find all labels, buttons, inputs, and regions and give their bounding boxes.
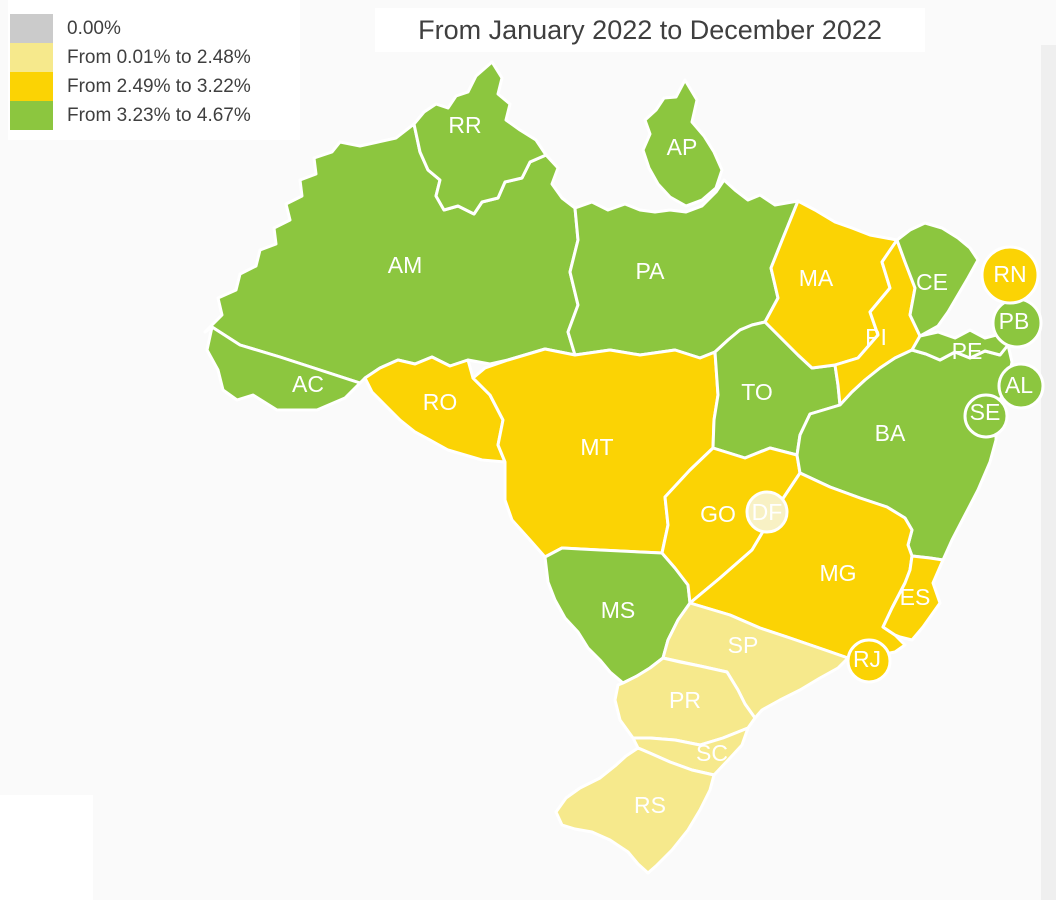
state-RJ[interactable] <box>846 638 892 684</box>
state-label-PB: PB <box>999 308 1030 334</box>
state-label-CE: CE <box>916 269 948 295</box>
legend: 0.00% From 0.01% to 2.48% From 2.49% to 3.… <box>8 0 300 140</box>
state-RR[interactable] <box>412 60 548 216</box>
state-RN[interactable] <box>980 245 1040 305</box>
state-CE[interactable] <box>895 221 980 338</box>
legend-row: 0.00% <box>10 14 300 43</box>
state-label-BA: BA <box>875 420 906 446</box>
state-label-AC: AC <box>292 371 324 397</box>
state-label-AP: AP <box>667 134 698 160</box>
right-edge-strip <box>1041 45 1056 900</box>
state-ES[interactable] <box>881 554 945 642</box>
legend-swatch <box>10 101 53 130</box>
state-RS[interactable] <box>554 746 716 875</box>
legend-swatch <box>10 14 53 43</box>
state-AL[interactable] <box>997 362 1045 410</box>
legend-row: From 3.23% to 4.67% <box>10 101 300 130</box>
legend-label: From 0.01% to 2.48% <box>67 47 251 68</box>
background-corner-box <box>0 795 93 900</box>
legend-label: From 3.23% to 4.67% <box>67 105 251 126</box>
state-label-GO: GO <box>700 501 736 527</box>
state-label-RO: RO <box>423 389 458 415</box>
state-label-RN: RN <box>993 261 1026 287</box>
state-label-DF: DF <box>752 499 783 525</box>
state-label-PE: PE <box>952 338 983 364</box>
state-label-TO: TO <box>741 379 773 405</box>
state-label-PA: PA <box>636 258 666 284</box>
state-AP[interactable] <box>641 78 724 208</box>
state-label-RS: RS <box>634 792 666 818</box>
state-label-AM: AM <box>388 252 423 278</box>
state-label-PR: PR <box>669 687 701 713</box>
state-label-MT: MT <box>580 434 613 460</box>
legend-label: 0.00% <box>67 18 121 39</box>
legend-row: From 2.49% to 3.22% <box>10 72 300 101</box>
state-label-SC: SC <box>696 740 728 766</box>
state-label-PI: PI <box>865 324 887 350</box>
state-label-MA: MA <box>799 265 834 291</box>
title-box: From January 2022 to December 2022 <box>375 8 925 52</box>
legend-label: From 2.49% to 3.22% <box>67 76 251 97</box>
state-label-SP: SP <box>728 632 759 658</box>
state-label-MS: MS <box>601 597 636 623</box>
state-label-ES: ES <box>900 584 931 610</box>
legend-row: From 0.01% to 2.48% <box>10 43 300 72</box>
map-title: From January 2022 to December 2022 <box>418 14 882 45</box>
state-label-MG: MG <box>819 560 856 586</box>
legend-swatch <box>10 43 53 72</box>
state-AC[interactable] <box>205 325 362 412</box>
legend-swatch <box>10 72 53 101</box>
state-label-AL: AL <box>1005 372 1033 398</box>
state-label-RR: RR <box>448 112 481 138</box>
state-DF[interactable] <box>745 490 789 534</box>
state-label-RJ: RJ <box>853 646 881 672</box>
state-label-SE: SE <box>970 399 1001 425</box>
state-SE[interactable] <box>963 393 1009 439</box>
